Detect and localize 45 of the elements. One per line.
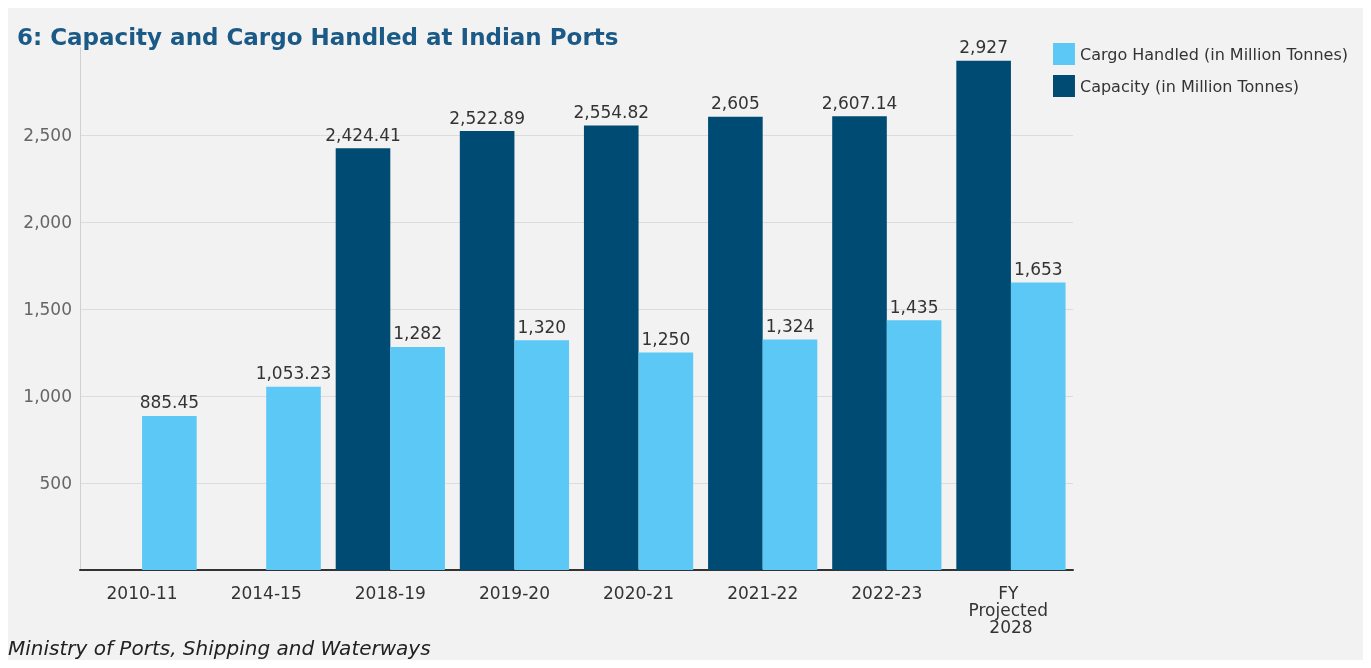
x-tick-label: FY Projected 2028 (968, 582, 1054, 637)
data-label: 1,435 (889, 296, 939, 317)
data-label: 1,282 (393, 323, 442, 344)
y-tick-label: 1,500 (23, 299, 72, 319)
bar (956, 60, 1011, 570)
bar (390, 346, 445, 570)
y-tick-label: 500 (39, 473, 72, 493)
y-tick-label: 2,500 (23, 125, 72, 145)
bar (514, 340, 570, 570)
data-label: 2,522.89 (449, 107, 525, 128)
bar (638, 352, 694, 570)
bar (762, 339, 818, 570)
bar (266, 386, 321, 570)
legend-label: Capacity (in Million Tonnes) (1079, 76, 1300, 96)
bar (583, 125, 639, 570)
x-tick-label: 2010-11 (106, 582, 178, 603)
y-tick-label: 2,000 (23, 212, 72, 232)
x-tick-label: 2019-20 (478, 582, 550, 603)
x-tick-label: 2018-19 (354, 582, 426, 603)
legend-label: Cargo Handled (in Million Tonnes) (1079, 44, 1348, 64)
data-label: 2,607.14 (821, 92, 898, 113)
data-label: 2,605 (711, 93, 760, 114)
bar (142, 415, 197, 570)
bar (1010, 282, 1066, 570)
data-label: 885.45 (139, 392, 200, 413)
chart-title: 6: Capacity and Cargo Handled at Indian Ports (17, 23, 619, 50)
bar (708, 116, 763, 570)
data-label: 1,320 (517, 316, 567, 337)
bar (459, 131, 515, 570)
x-tick-label: 2020-21 (603, 582, 675, 603)
bar (886, 320, 942, 570)
data-label: 2,424.41 (325, 124, 401, 145)
data-label: 1,250 (641, 329, 691, 349)
y-tick-label: 1,000 (23, 386, 72, 406)
data-label: 2,554.82 (573, 101, 650, 122)
bar (832, 116, 887, 570)
text: Ministry of Ports, Shipping and Waterways (8, 636, 431, 660)
x-tick-label: 2021-22 (727, 582, 799, 603)
data-label: 1,653 (1013, 258, 1063, 279)
data-label: 2,927 (959, 37, 1008, 58)
bar (335, 148, 391, 570)
x-tick-label: 2014-15 (230, 582, 302, 603)
data-label: 1,324 (765, 316, 815, 337)
data-label: 1,053.23 (255, 363, 332, 384)
x-tick-label: 2022-23 (851, 582, 923, 603)
